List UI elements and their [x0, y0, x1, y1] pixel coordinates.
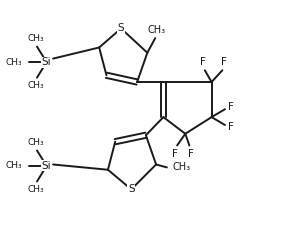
Text: F: F [188, 149, 193, 159]
Text: CH₃: CH₃ [27, 138, 44, 147]
Text: F: F [228, 122, 234, 132]
Text: S: S [118, 24, 124, 34]
Text: CH₃: CH₃ [5, 58, 22, 66]
Text: CH₃: CH₃ [27, 81, 44, 90]
Text: F: F [172, 149, 178, 159]
Text: CH₃: CH₃ [5, 162, 22, 170]
Text: Si: Si [42, 161, 51, 171]
Text: CH₃: CH₃ [172, 162, 190, 172]
Text: F: F [221, 57, 227, 67]
Text: S: S [128, 184, 135, 194]
Text: CH₃: CH₃ [27, 185, 44, 194]
Text: Si: Si [42, 57, 51, 67]
Text: CH₃: CH₃ [148, 24, 166, 34]
Text: F: F [228, 102, 234, 112]
Text: CH₃: CH₃ [27, 34, 44, 43]
Text: F: F [201, 57, 206, 67]
